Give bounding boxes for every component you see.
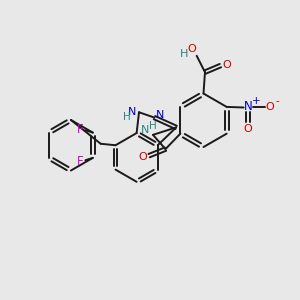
Text: N: N [141, 125, 149, 135]
Text: H: H [180, 49, 188, 59]
Text: +: + [252, 96, 261, 106]
Text: O: O [187, 44, 196, 54]
Text: O: O [138, 152, 147, 162]
Text: O: O [266, 102, 274, 112]
Text: H: H [148, 121, 156, 131]
Text: N: N [128, 107, 137, 117]
Text: N: N [156, 110, 164, 120]
Text: F: F [77, 122, 84, 136]
Text: -: - [276, 96, 280, 106]
Text: O: O [244, 124, 252, 134]
Text: H: H [123, 112, 130, 122]
Text: F: F [77, 155, 84, 168]
Text: N: N [244, 100, 252, 113]
Text: O: O [223, 60, 231, 70]
